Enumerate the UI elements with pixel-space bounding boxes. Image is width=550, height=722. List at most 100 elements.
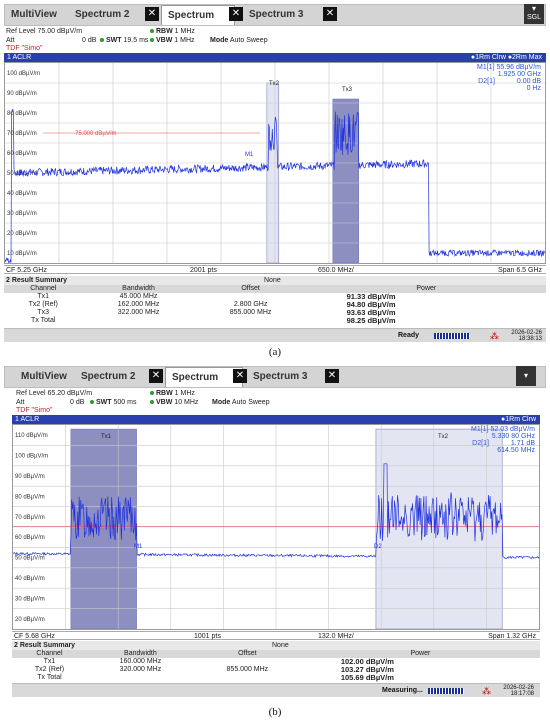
datetime: 2026-02-26 18:17:08: [503, 685, 534, 697]
coupled-dot-icon: [150, 399, 154, 404]
tx3-label: Tx3: [342, 87, 353, 93]
col-bandwidth: Bandwidth: [86, 650, 194, 658]
spectrum-plot[interactable]: 100 dBµV/m 90 dBµV/m 80 dBµV/m 70 dBµV/m 60 …: [4, 62, 546, 264]
freq-per-div: 650.0 MHz/: [318, 267, 354, 274]
center-frequency: CF 5.68 GHz: [14, 633, 55, 640]
tab-bar: MultiView Spectrum 2 ✕ Spectrum ✕ Spectr…: [4, 4, 546, 26]
window-title: 1 ACLR: [7, 54, 32, 61]
span: Span 1.32 GHz: [488, 633, 536, 640]
spectrum-svg: 100 dBµV/m 90 dBµV/m 80 dBµV/m 70 dBµV/m 60 …: [5, 63, 545, 263]
progress-icon: [434, 333, 470, 339]
table-row: Tx Total 98.25 dBµV/m: [31, 316, 396, 325]
sgl-button[interactable]: ▾ SGL: [524, 4, 544, 24]
tab-spectrum[interactable]: Spectrum: [161, 5, 235, 25]
y-axis-label: 30 dBµV/m: [15, 596, 45, 602]
span: Span 6.5 GHz: [498, 267, 542, 274]
y-axis-label: 30 dBµV/m: [7, 211, 37, 217]
sweep-points: 1001 pts: [194, 633, 221, 640]
tab-spectrum-3[interactable]: Spectrum 3: [249, 9, 304, 20]
tab-multiview[interactable]: MultiView: [21, 371, 67, 382]
summary-none: None: [272, 642, 289, 649]
table-row: Tx1 160.000 MHz 102.00 dBµV/m: [43, 657, 394, 666]
y-axis-label: 100 dBµV/m: [15, 454, 48, 460]
tab-spectrum-2[interactable]: Spectrum 2: [81, 371, 136, 382]
mode-readout: Mode Auto Sweep: [212, 399, 270, 406]
swt-readout: SWT 19.5 ms: [100, 37, 148, 44]
col-bandwidth: Bandwidth: [82, 285, 195, 293]
network-icon: ⁂: [482, 686, 491, 696]
ref-level: Ref Level 65.20 dBµV/m: [16, 390, 93, 397]
tab-spectrum-2[interactable]: Spectrum 2: [75, 9, 130, 20]
network-icon: ⁂: [490, 331, 499, 341]
y-axis-label: 20 dBµV/m: [7, 231, 37, 237]
table-row: Tx2 (Ref) 162.000 MHz 2.800 GHz 94.80 dBµV/…: [28, 300, 396, 309]
datetime: 2026-02-26 18:38:13: [511, 330, 542, 342]
window-title-bar: 1 ACLR ●1Rm Clrw ●2Rm Max: [4, 53, 546, 62]
coupled-dot-icon: [100, 37, 104, 42]
coupled-dot-icon: [90, 399, 94, 404]
aclr-table: Channel Bandwidth Offset Power Tx1 45.000…: [4, 285, 546, 325]
y-axis-label: 40 dBµV/m: [7, 191, 37, 197]
aclr-table: Channel Bandwidth Offset Power Tx1 160.00…: [12, 650, 540, 682]
y-axis-label: 40 dBµV/m: [15, 576, 45, 582]
tdf-label: TDF "Simo": [16, 407, 53, 414]
dropdown-icon: ▾: [523, 371, 528, 380]
y-axis-label: 60 dBµV/m: [15, 535, 45, 541]
close-icon[interactable]: ✕: [145, 7, 159, 21]
tab-spectrum[interactable]: Spectrum: [165, 367, 243, 387]
y-axis-label: 70 dBµV/m: [15, 515, 45, 521]
coupled-dot-icon: [150, 390, 154, 395]
marker-readout: M1[1] 55.96 dBµV/m 1.925 00 GHz D2[1] 0.…: [477, 64, 541, 92]
plot-footer: CF 5.25 GHz 2001 pts 650.0 MHz/ Span 6.5…: [4, 265, 546, 274]
status-bar: Ready ⁂ 2026-02-26 18:38:13: [4, 328, 546, 342]
plot-footer: CF 5.68 GHz 1001 pts 132.0 MHz/ Span 1.3…: [12, 631, 540, 640]
dropdown-button[interactable]: ▾: [516, 366, 536, 386]
spectrum-panel-a: MultiView Spectrum 2 ✕ Spectrum ✕ Spectr…: [0, 0, 550, 358]
rbw-readout: RBW 1 MHz: [150, 28, 195, 35]
sweep-points: 2001 pts: [190, 267, 217, 274]
status-text: Ready: [398, 332, 420, 339]
sgl-label: SGL: [526, 14, 541, 21]
y-axis-label: 110 dBµV/m: [15, 433, 48, 439]
m1-label: M1: [245, 152, 254, 158]
close-icon[interactable]: ✕: [233, 369, 247, 383]
limit-label: 75.000 dBµV/m: [75, 131, 116, 137]
y-axis-label: 90 dBµV/m: [7, 91, 37, 97]
trace-mode-label: ●1Rm Clrw: [501, 416, 536, 423]
tab-spectrum-3[interactable]: Spectrum 3: [253, 371, 308, 382]
figure-caption: (a): [268, 346, 282, 358]
vbw-readout: VBW 10 MHz: [150, 399, 198, 406]
y-axis-label: 80 dBµV/m: [7, 111, 37, 117]
status-bar: Measuring... ⁂ 2026-02-26 18:17:08: [12, 683, 540, 697]
m1-label: M1: [134, 544, 143, 550]
y-axis-label: 90 dBµV/m: [15, 474, 45, 480]
close-icon[interactable]: ✕: [325, 369, 339, 383]
close-icon[interactable]: ✕: [149, 369, 163, 383]
swt-readout: SWT 500 ms: [90, 399, 136, 406]
y-axis-label: 60 dBµV/m: [7, 151, 37, 157]
y-axis-label: 50 dBµV/m: [15, 556, 45, 562]
spectrum-trace: [13, 463, 539, 560]
y-axis-label: 10 dBµV/m: [7, 251, 37, 257]
trace-mode-label: ●1Rm Clrw ●2Rm Max: [470, 54, 542, 61]
tx2-label: Tx2: [269, 81, 280, 87]
vbw-readout: VBW 1 MHz: [150, 37, 195, 44]
y-axis-label: 80 dBµV/m: [15, 494, 45, 500]
table-row: Tx3 322.000 MHz 855.000 MHz 93.63 dBµV/m: [37, 308, 396, 317]
summary-none: None: [264, 277, 281, 284]
tdf-label: TDF "Simo": [6, 45, 43, 52]
tab-multiview[interactable]: MultiView: [11, 9, 57, 20]
spectrum-panel-b: MultiView Spectrum 2 ✕ Spectrum ✕ Spectr…: [0, 362, 550, 718]
close-icon[interactable]: ✕: [323, 7, 337, 21]
status-text: Measuring...: [382, 687, 423, 694]
tx2-label: Tx2: [438, 434, 449, 440]
mode-readout: Mode Auto Sweep: [210, 37, 268, 44]
ref-level: Ref Level 75.00 dBµV/m: [6, 28, 83, 35]
coupled-dot-icon: [150, 37, 154, 42]
center-frequency: CF 5.25 GHz: [6, 267, 47, 274]
close-icon[interactable]: ✕: [229, 7, 243, 21]
progress-icon: [428, 688, 464, 694]
spectrum-plot[interactable]: 110 dBµV/m 100 dBµV/m 90 dBµV/m 80 dBµV/m 70…: [12, 424, 540, 630]
col-offset: Offset: [193, 650, 301, 658]
col-offset: Offset: [194, 285, 307, 293]
